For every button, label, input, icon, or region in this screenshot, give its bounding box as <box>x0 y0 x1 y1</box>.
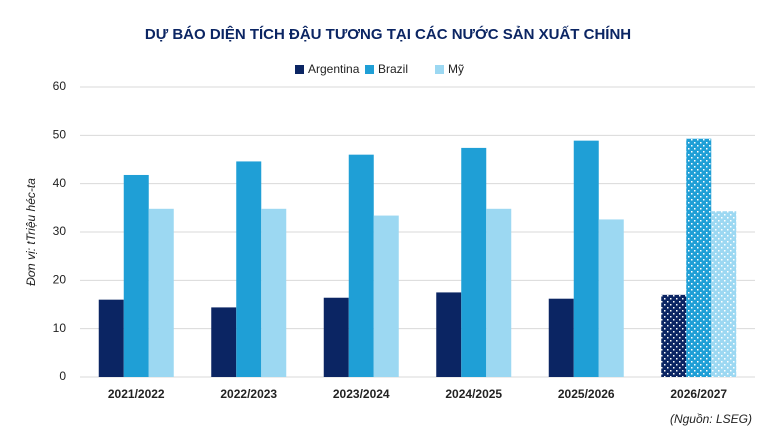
legend-swatch <box>435 65 444 74</box>
legend-label: Brazil <box>378 62 408 76</box>
y-tick-label: 40 <box>53 176 67 190</box>
bar <box>123 174 149 377</box>
x-tick-label: 2021/2022 <box>108 387 165 401</box>
legend-label: Argentina <box>308 62 360 76</box>
x-tick-label: 2022/2023 <box>220 387 277 401</box>
bar <box>261 208 287 377</box>
bar <box>323 297 349 377</box>
bar <box>148 208 174 377</box>
bar <box>711 211 737 377</box>
x-tick-label: 2026/2027 <box>670 387 727 401</box>
y-tick-label: 60 <box>53 79 67 93</box>
bar <box>436 292 462 377</box>
bar <box>461 147 487 377</box>
bar <box>598 219 624 377</box>
bar <box>686 138 712 377</box>
bar <box>211 307 237 377</box>
y-tick-label: 20 <box>53 273 67 287</box>
bar <box>486 208 512 377</box>
legend-swatch <box>365 65 374 74</box>
bar <box>573 140 599 377</box>
bar <box>548 298 574 377</box>
chart-title: DỰ BÁO DIỆN TÍCH ĐẬU TƯƠNG TẠI CÁC NƯỚC … <box>145 25 631 43</box>
x-tick-label: 2024/2025 <box>445 387 502 401</box>
y-tick-label: 10 <box>53 321 67 335</box>
y-tick-label: 30 <box>53 224 67 238</box>
bar <box>98 299 124 377</box>
legend-swatch <box>295 65 304 74</box>
y-axis-label: Đơn vị: tTriệu héc-ta <box>24 178 38 286</box>
bar <box>661 294 687 377</box>
bar <box>348 154 374 377</box>
source-note: (Nguồn: LSEG) <box>670 412 752 426</box>
bar <box>373 215 399 377</box>
y-tick-label: 0 <box>59 369 66 383</box>
legend-label: Mỹ <box>448 62 464 76</box>
x-tick-label: 2025/2026 <box>558 387 615 401</box>
x-tick-label: 2023/2024 <box>333 387 390 401</box>
bar <box>236 161 262 377</box>
y-tick-label: 50 <box>53 128 67 142</box>
